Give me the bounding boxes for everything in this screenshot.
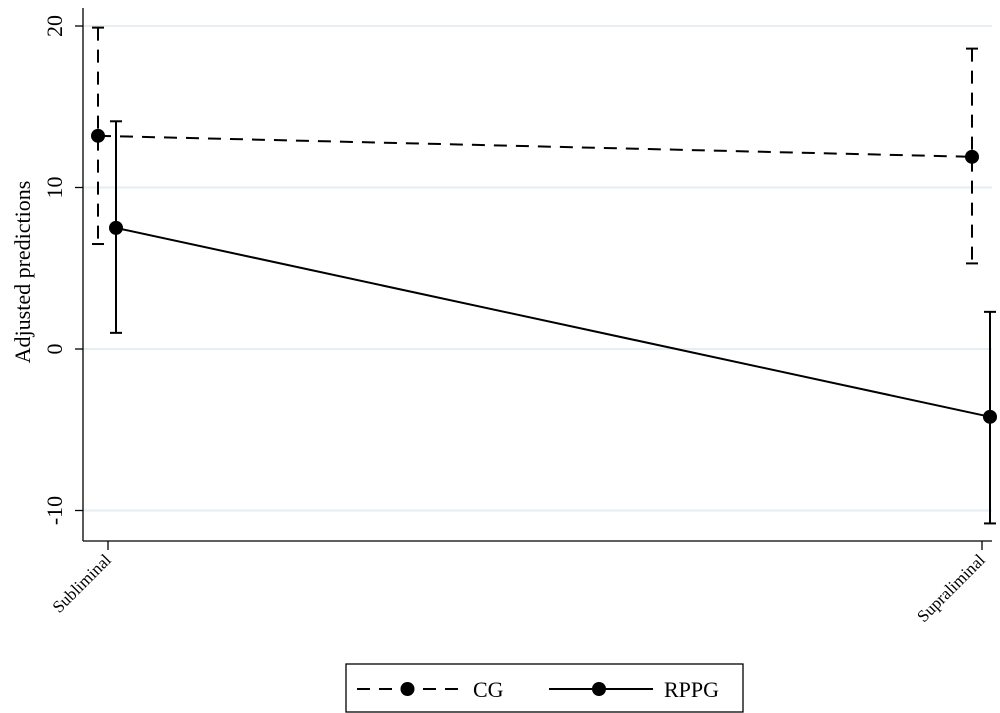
data-point	[109, 220, 123, 235]
axes: -10 0 10 20 Subliminal Supraliminal	[42, 8, 992, 626]
legend: CG RPPG	[345, 663, 744, 713]
y-tick-label: 0	[42, 344, 67, 355]
legend-label-rppg: RPPG	[664, 677, 719, 702]
gridlines	[83, 25, 992, 512]
data-point	[965, 149, 979, 164]
y-tick-label: 10	[42, 177, 67, 199]
series-rppg	[109, 120, 997, 525]
data-point	[983, 409, 997, 424]
series-line	[97, 134, 973, 158]
data-point	[91, 128, 105, 143]
series-line	[115, 226, 991, 418]
y-tick-label: 20	[42, 15, 67, 37]
y-axis-title: Adjusted predictions	[10, 181, 35, 364]
legend-label-cg: CG	[473, 677, 504, 702]
x-tick-label: Supraliminal	[913, 550, 989, 626]
series-cg	[91, 26, 979, 265]
x-tick-label: Subliminal	[49, 550, 115, 616]
legend-marker-cg	[400, 682, 415, 696]
y-tick-label: -10	[42, 496, 67, 525]
legend-marker-rppg	[592, 682, 606, 696]
series-layer	[91, 26, 997, 525]
